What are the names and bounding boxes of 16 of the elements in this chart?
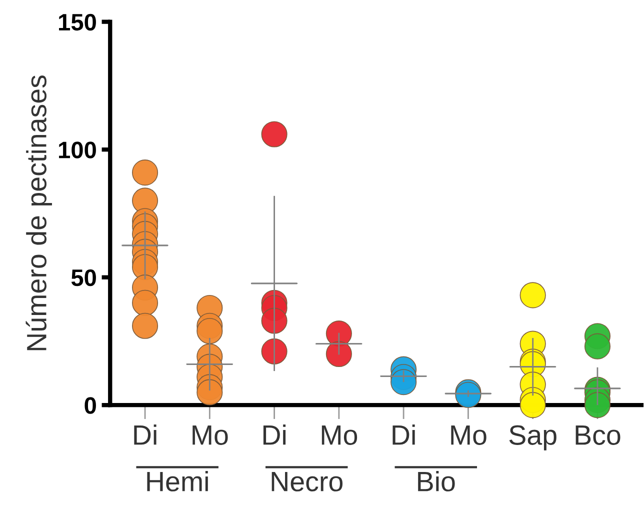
text: Necro <box>272 472 342 492</box>
y-tick-label: 100 <box>59 142 96 158</box>
x-tick-label: Mo <box>322 426 358 445</box>
text: Bio <box>418 471 455 492</box>
x-tick-label: Sap <box>509 425 556 450</box>
text: Hemi <box>147 471 208 492</box>
y-axis-title: Número de pectinases <box>26 75 52 350</box>
y-tick-label: 50 <box>71 269 96 286</box>
y-tick-label: 150 <box>59 14 96 31</box>
y-tick-label: 0 <box>84 397 96 414</box>
x-tick-label: Di <box>134 424 156 445</box>
x-tick-label: Di <box>392 424 415 445</box>
x-tick-label: Di <box>263 424 286 445</box>
x-tick-label: Mo <box>192 426 228 445</box>
x-tick-label: Bco <box>576 426 620 445</box>
x-tick-label: Mo <box>451 426 486 445</box>
